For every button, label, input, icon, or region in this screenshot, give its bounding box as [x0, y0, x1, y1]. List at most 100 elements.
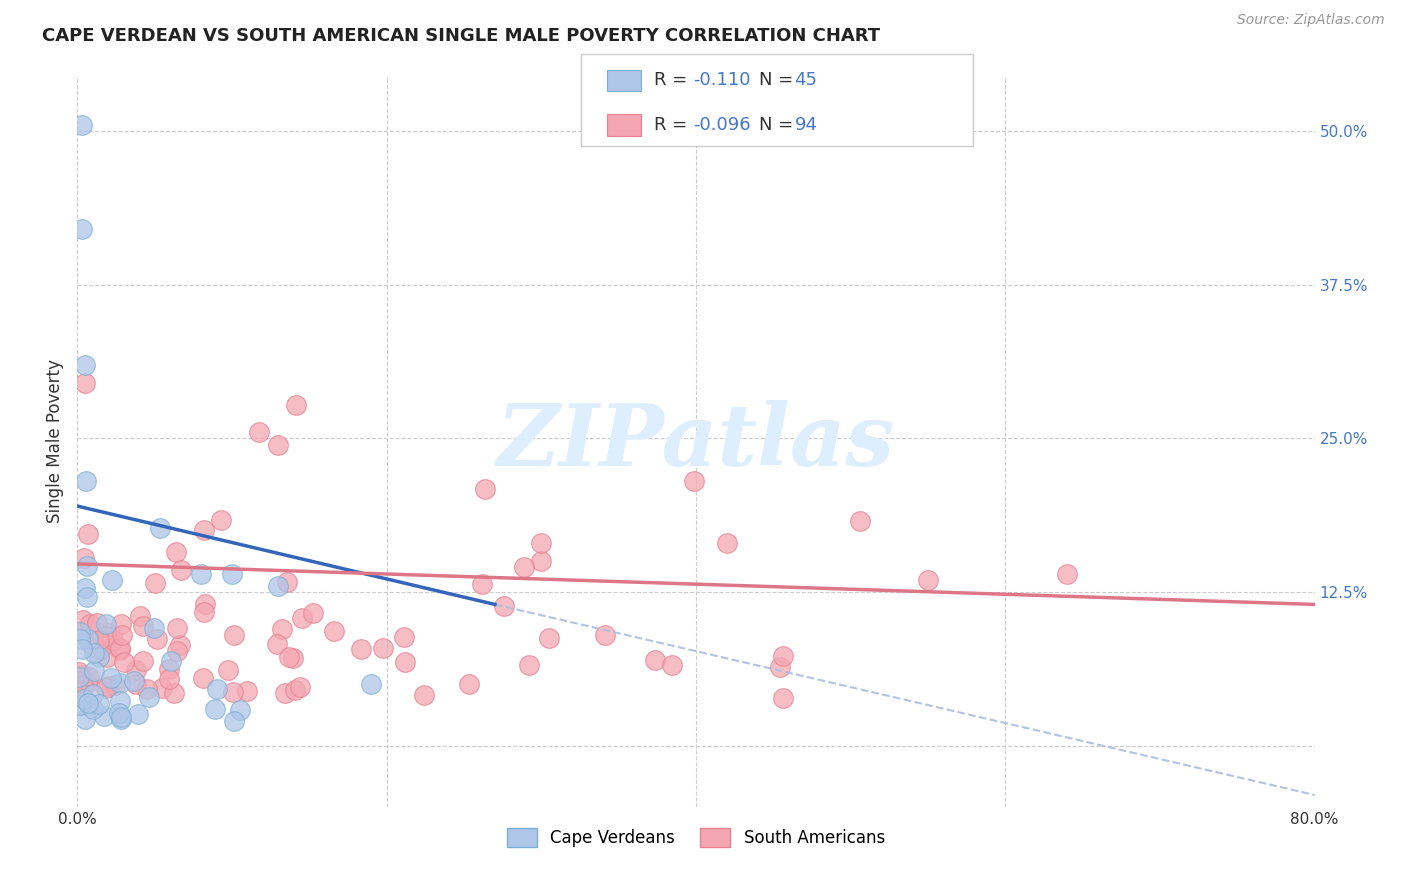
Point: [67, 670, 90, 684]
Text: -0.110: -0.110: [693, 71, 751, 89]
Point: [1056, 566, 1078, 581]
Point: [110, 640, 132, 655]
Point: [143, 621, 166, 635]
Point: [772, 648, 794, 663]
Point: [848, 514, 870, 528]
Point: [101, 573, 124, 587]
Point: [276, 575, 298, 590]
Point: [127, 706, 149, 721]
Point: [349, 642, 371, 657]
Point: [149, 521, 172, 535]
Point: [94, 629, 117, 643]
Point: [204, 702, 226, 716]
Point: [79, 636, 101, 650]
Point: [285, 398, 308, 412]
Point: [169, 638, 191, 652]
Point: [75, 712, 97, 726]
Point: [70, 668, 93, 682]
Point: [67, 685, 90, 699]
Point: [100, 671, 122, 685]
Point: [166, 644, 188, 658]
Point: [86, 615, 108, 630]
Point: [110, 710, 132, 724]
Point: [769, 659, 792, 673]
Point: [110, 712, 132, 726]
Point: [644, 653, 666, 667]
Point: [218, 664, 240, 678]
Point: [229, 703, 252, 717]
Point: [76, 527, 98, 541]
Point: [394, 630, 416, 644]
Point: [70, 222, 93, 236]
Point: [394, 655, 416, 669]
Point: [267, 437, 290, 451]
Point: [146, 632, 169, 646]
Point: [132, 654, 155, 668]
Point: [76, 590, 98, 604]
Point: [661, 657, 683, 672]
Point: [716, 536, 738, 550]
Point: [530, 554, 553, 568]
Point: [360, 677, 382, 691]
Point: [157, 662, 180, 676]
Point: [290, 680, 312, 694]
Point: [77, 632, 100, 646]
Point: [138, 690, 160, 704]
Point: [474, 482, 496, 496]
Point: [270, 623, 292, 637]
Point: [73, 692, 96, 706]
Point: [917, 573, 939, 587]
Point: [205, 682, 228, 697]
Point: [595, 628, 617, 642]
Point: [125, 663, 148, 677]
Point: [458, 677, 481, 691]
Text: N =: N =: [759, 71, 799, 89]
Point: [94, 616, 117, 631]
Point: [93, 709, 115, 723]
Point: [108, 676, 131, 690]
Point: [471, 576, 494, 591]
Point: [76, 675, 98, 690]
Point: [72, 613, 94, 627]
Point: [190, 566, 212, 581]
Point: [157, 672, 180, 686]
Point: [163, 686, 186, 700]
Point: [166, 621, 188, 635]
Point: [236, 684, 259, 698]
Y-axis label: Single Male Poverty: Single Male Poverty: [46, 359, 65, 524]
Point: [194, 597, 217, 611]
Point: [128, 608, 150, 623]
Point: [494, 599, 516, 614]
Point: [165, 544, 187, 558]
Point: [83, 646, 105, 660]
Point: [247, 425, 270, 440]
Point: [193, 523, 215, 537]
Point: [97, 679, 120, 693]
Point: [124, 673, 146, 688]
Point: [222, 714, 245, 728]
Text: 45: 45: [794, 71, 817, 89]
Point: [72, 551, 94, 566]
Point: [67, 665, 90, 679]
Point: [79, 616, 101, 631]
Point: [143, 576, 166, 591]
Point: [70, 642, 93, 657]
Point: [111, 628, 134, 642]
Point: [136, 681, 159, 696]
Point: [82, 687, 104, 701]
Point: [683, 474, 706, 488]
Point: [283, 651, 305, 665]
Point: [371, 640, 394, 655]
Point: [323, 624, 346, 639]
Point: [266, 637, 288, 651]
Point: [274, 686, 297, 700]
Point: [75, 376, 96, 391]
Point: [112, 656, 135, 670]
Text: -0.096: -0.096: [693, 116, 751, 134]
Point: [96, 649, 118, 664]
Point: [100, 630, 122, 644]
Point: [222, 685, 245, 699]
Point: [75, 475, 97, 489]
Point: [125, 676, 148, 690]
Point: [89, 643, 111, 657]
